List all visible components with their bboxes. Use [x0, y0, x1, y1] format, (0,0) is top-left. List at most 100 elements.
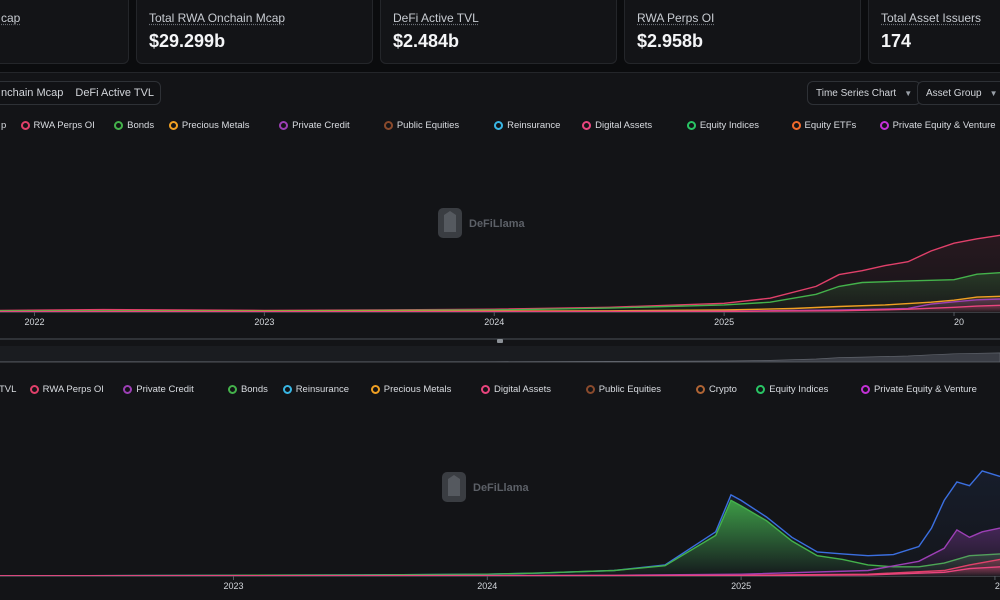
- x-tick-label: 20: [954, 317, 964, 327]
- legend-item-rwa-perps-oi[interactable]: RWA Perps OI: [29, 384, 104, 395]
- x-tick-label: 2024: [477, 581, 497, 591]
- stat-card-total-rwa-onchain-mcap: Total RWA Onchain Mcap $29.299b: [136, 0, 373, 64]
- legend-item-private-credit[interactable]: Private Credit: [123, 384, 194, 395]
- legend-bottom-chart: TVL RWA Perps OI Private Credit Bonds Reinsu…: [0, 384, 1000, 398]
- legend-label: Equity ETFs: [804, 120, 857, 131]
- legend-label: Reinsurance: [507, 120, 561, 131]
- chevron-down-icon: ▼: [989, 88, 998, 98]
- series-area-private-credit: [0, 528, 1000, 576]
- legend-swatch-icon: [481, 385, 490, 394]
- legend-item-digital-assets[interactable]: Digital Assets: [582, 120, 652, 131]
- top-chart-series: [0, 234, 1000, 313]
- legend-item-precious-metals[interactable]: Precious Metals: [168, 120, 250, 131]
- legend-swatch-icon: [791, 121, 801, 130]
- stat-label: Total RWA Onchain Mcap: [149, 11, 286, 25]
- legend-swatch-icon: [756, 385, 766, 394]
- slider-handle[interactable]: [497, 339, 503, 343]
- legend-label: RWA Perps OI: [42, 384, 104, 395]
- legend-swatch-icon: [383, 121, 393, 130]
- legend-label: Digital Assets: [595, 120, 653, 131]
- legend-swatch-icon: [114, 121, 124, 130]
- legend-item-reinsurance[interactable]: Reinsurance: [494, 120, 560, 131]
- legend-label: p: [1, 120, 7, 131]
- legend-swatch-icon: [227, 385, 237, 394]
- legend-label: TVL: [0, 384, 17, 395]
- legend-label: Private Equity & Venture: [873, 384, 977, 395]
- legend-item-crypto[interactable]: Crypto: [695, 384, 737, 395]
- legend-top-chart: p RWA Perps OI Bonds Precious Metals Private…: [0, 120, 1000, 134]
- stat-label: Total Asset Issuers: [881, 11, 982, 25]
- legend-item-bonds[interactable]: Bonds: [227, 384, 268, 395]
- chart-type-label: Time Series Chart: [816, 87, 897, 99]
- legend-item-bonds[interactable]: Bonds: [114, 120, 154, 131]
- legend-label: Private Credit: [136, 384, 194, 395]
- top-chart: 2022 2023 2024 2025 20 DeFiLlama: [0, 208, 1000, 327]
- stat-label: cap: [1, 11, 21, 25]
- stat-label: RWA Perps OI: [637, 11, 715, 25]
- stat-value: 174: [881, 31, 912, 51]
- bottom-chart: 2023 2024 2025 20 DeFiLlama: [0, 470, 1000, 591]
- legend-label: Digital Assets: [494, 384, 552, 395]
- chart-panel: nchain Mcap DeFi Active TVL Time Series …: [0, 72, 1000, 600]
- legend-item-private-equity-venture[interactable]: Private Equity & Venture: [860, 384, 977, 395]
- legend-item-equity-indices[interactable]: Equity Indices: [686, 120, 759, 131]
- group-by-label: Asset Group: [926, 87, 982, 99]
- stat-value: $29.299b: [149, 31, 226, 51]
- stat-value: $2.958b: [637, 31, 704, 51]
- x-tick-label: 2025: [714, 317, 734, 327]
- legend-item-precious-metals[interactable]: Precious Metals: [370, 384, 452, 395]
- top-chart-x-axis: 2022 2023 2024 2025 20: [0, 312, 1000, 327]
- series-area-digital-assets: [0, 566, 1000, 576]
- x-tick-label: 20: [995, 581, 1000, 591]
- legend-item-reinsurance[interactable]: Reinsurance: [282, 384, 349, 395]
- x-tick-label: 2023: [254, 317, 274, 327]
- legend-label: Precious Metals: [181, 120, 250, 131]
- legend-item-digital-assets[interactable]: Digital Assets: [481, 384, 551, 395]
- defillama-logo-shape: [444, 211, 456, 232]
- slider-track: [0, 346, 1000, 362]
- legend-label: RWA Perps OI: [33, 120, 95, 131]
- toggle-defi-active-tvl[interactable]: DeFi Active TVL: [75, 87, 155, 99]
- watermark-text: DeFiLlama: [473, 482, 530, 494]
- legend-swatch-icon: [695, 385, 705, 394]
- legend-label: Private Equity & Venture: [892, 120, 996, 131]
- legend-item-public-equities[interactable]: Public Equities: [383, 120, 460, 131]
- watermark-text: DeFiLlama: [469, 218, 526, 230]
- legend-item-equity-indices[interactable]: Equity Indices: [756, 384, 828, 395]
- legend-swatch-icon: [860, 385, 870, 394]
- chart-type-dropdown[interactable]: Time Series Chart ▼: [807, 81, 922, 105]
- legend-label: Public Equities: [396, 120, 460, 131]
- legend-item-public-equities[interactable]: Public Equities: [585, 384, 661, 395]
- legend-label: Precious Metals: [383, 384, 452, 395]
- x-tick-label: 2023: [223, 581, 243, 591]
- legend-label: Equity Indices: [769, 384, 829, 395]
- legend-label: Bonds: [127, 120, 155, 131]
- stat-card-mcap: cap: [0, 0, 129, 64]
- time-range-slider[interactable]: [0, 338, 1000, 366]
- legend-item-private-credit[interactable]: Private Credit: [279, 120, 350, 131]
- legend-swatch-icon: [282, 385, 292, 394]
- x-tick-label: 2025: [731, 581, 751, 591]
- series-line-digital-assets: [0, 304, 1000, 313]
- legend-swatch-icon: [123, 385, 133, 394]
- stat-label: DeFi Active TVL: [393, 11, 479, 25]
- stat-card-rwa-perps-oi: RWA Perps OI $2.958b: [624, 0, 861, 64]
- group-by-dropdown[interactable]: Asset Group ▼: [917, 81, 1000, 105]
- legend-item-p[interactable]: p: [0, 120, 6, 131]
- watermark: DeFiLlama: [442, 472, 530, 502]
- legend-label: Equity Indices: [699, 120, 759, 131]
- bottom-chart-series: [0, 470, 1000, 577]
- legend-swatch-icon: [879, 121, 889, 130]
- defillama-logo-shape: [448, 475, 460, 496]
- legend-item-private-equity-venture[interactable]: Private Equity & Venture: [879, 120, 996, 131]
- toggle-onchain-mcap[interactable]: nchain Mcap: [1, 87, 64, 99]
- legend-swatch-icon: [686, 121, 696, 130]
- legend-swatch-icon: [20, 121, 30, 130]
- x-tick-label: 2022: [24, 317, 44, 327]
- legend-label: Public Equities: [598, 384, 661, 395]
- legend-item-rwa-perps-oi[interactable]: RWA Perps OI: [20, 120, 95, 131]
- legend-item-equity-etfs[interactable]: Equity ETFs: [791, 120, 857, 131]
- legend-swatch-icon: [370, 385, 380, 394]
- legend-item-tvl[interactable]: TVL: [0, 384, 16, 395]
- legend-swatch-icon: [279, 121, 289, 130]
